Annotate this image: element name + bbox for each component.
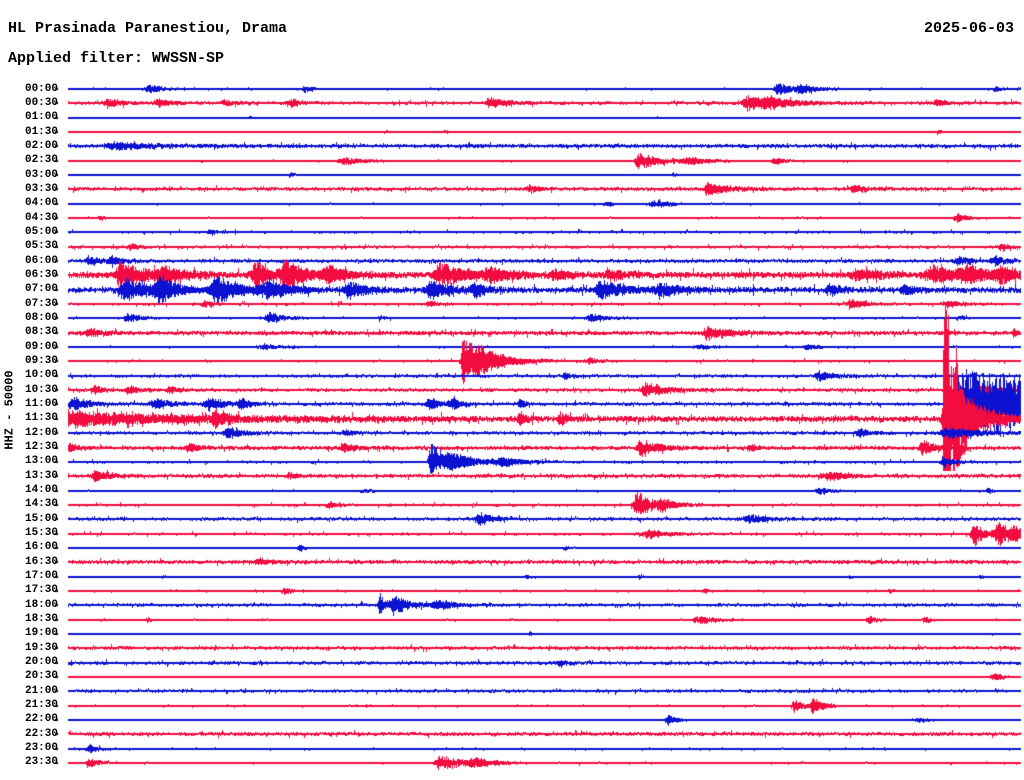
date-label: 2025-06-03: [923, 20, 1014, 37]
station-title: HL Prasinada Paranestiou, Drama: [8, 20, 288, 37]
row-time-label: 00:30: [24, 96, 58, 109]
row-time-label: 13:00: [24, 455, 58, 468]
row-time-label: 15:30: [24, 527, 58, 540]
row-time-label: 12:30: [24, 441, 58, 453]
row-time-label: 05:30: [24, 240, 58, 253]
filter-label: Applied filter: WWSSN-SP: [8, 50, 225, 67]
row-time-label: 20:00: [24, 656, 58, 669]
row-time-label: 23:00: [24, 742, 58, 755]
row-time-label: 16:30: [24, 555, 58, 568]
row-time-label: 09:30: [24, 354, 58, 367]
row-time-label: 06:00: [24, 254, 58, 267]
row-time-label: 21:00: [24, 684, 58, 697]
row-time-label: 10:00: [24, 369, 58, 382]
row-time-label: 00:00: [24, 82, 58, 95]
row-time-label: 06:30: [24, 268, 58, 281]
row-time-label: 02:00: [24, 139, 58, 152]
row-time-label: 11:00: [24, 397, 58, 410]
row-time-label: 05:00: [24, 225, 58, 238]
row-time-label: 03:00: [24, 168, 58, 181]
row-time-label: 22:00: [24, 713, 58, 726]
row-time-label: 03:30: [24, 182, 58, 195]
row-time-label: 04:30: [24, 211, 58, 224]
row-time-label: 20:30: [24, 670, 58, 683]
row-time-label: 07:00: [24, 283, 58, 296]
row-time-label: 14:30: [24, 498, 58, 511]
row-time-label: 22:30: [24, 727, 58, 740]
row-time-label: 11:30: [24, 412, 58, 425]
row-time-label: 01:30: [24, 125, 58, 138]
row-time-label: 17:30: [24, 584, 58, 597]
row-time-label: 10:30: [24, 383, 58, 396]
row-time-label: 16:00: [24, 541, 58, 554]
row-time-label: 15:00: [24, 512, 58, 525]
row-time-label: 14:00: [24, 484, 58, 497]
row-time-label: 17:00: [24, 570, 58, 583]
row-time-label: 12:00: [24, 426, 58, 439]
row-time-label: 18:30: [24, 613, 58, 626]
row-time-label: 02:30: [24, 154, 58, 167]
row-time-label: 01:00: [24, 111, 58, 124]
row-time-label: 13:30: [24, 469, 58, 482]
row-time-label: 04:00: [24, 197, 58, 210]
row-time-label: 18:00: [24, 598, 58, 611]
row-time-label: 08:00: [24, 311, 58, 324]
row-time-label: 19:00: [24, 627, 58, 640]
row-time-label: 19:30: [24, 641, 58, 654]
row-time-label: 23:30: [24, 756, 58, 769]
row-time-label: 08:30: [24, 326, 58, 339]
row-time-label: 07:30: [24, 297, 58, 310]
row-labels: 00:00 00:30 01:00 01:30 02:00 02:30 03:00 03:30…: [0, 0, 62, 780]
row-time-label: 21:30: [24, 699, 58, 712]
row-time-label: 09:00: [24, 340, 58, 353]
